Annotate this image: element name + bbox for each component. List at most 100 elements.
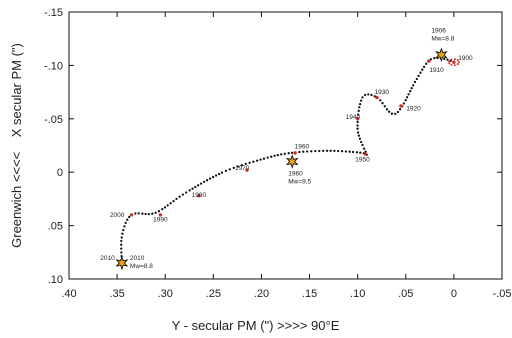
path-dot [355, 151, 359, 154]
path-dot [357, 134, 361, 137]
path-dot [398, 108, 402, 111]
path-dot [228, 168, 231, 171]
earthquake-star-1906 [435, 47, 448, 62]
path-dot [120, 243, 123, 246]
path-dot [390, 112, 394, 115]
path-dot [208, 177, 212, 180]
path-dot [266, 156, 269, 159]
earthquake-label-1906: 1906 [431, 28, 446, 35]
x-tick-label: -.05 [493, 288, 512, 300]
plot-frame [68, 11, 503, 280]
x-tick-label: .35 [109, 288, 124, 300]
earthquake-label-1960: Mw=9.5 [288, 179, 311, 186]
path-dot [166, 204, 169, 207]
path-dot [298, 150, 301, 154]
year-marker-1910 [427, 59, 431, 63]
path-dot [357, 109, 360, 113]
path-dot [358, 102, 362, 106]
year-marker-1940 [355, 117, 360, 121]
path-dot [276, 153, 280, 157]
year-label-1950: 1950 [355, 157, 370, 164]
year-label-2000: 2000 [110, 212, 125, 219]
path-dot [273, 154, 276, 157]
year-marker-1930 [375, 95, 379, 100]
year-marker-2000 [129, 213, 134, 217]
path-dot-1900-loop [457, 61, 460, 64]
path-dot-1900-loop [453, 58, 456, 61]
path-dot [362, 147, 366, 150]
path-dot [422, 65, 426, 69]
x-tick-label: .20 [254, 288, 269, 300]
path-dot [157, 210, 161, 213]
path-dot [175, 197, 178, 201]
path-dot [259, 158, 262, 161]
path-dot [252, 160, 255, 163]
year-label-1900: 1900 [458, 55, 473, 62]
path-dot [363, 93, 367, 97]
path-dot [137, 212, 140, 215]
path-dot [151, 212, 154, 215]
path-dot [446, 58, 449, 61]
path-dot [402, 102, 406, 105]
path-dot [314, 149, 317, 153]
path-dot [359, 99, 363, 102]
year-marker-1970 [245, 168, 249, 172]
path-dot-1900-loop [453, 64, 456, 67]
path-dot [270, 155, 273, 158]
path-dot [178, 195, 181, 198]
y-tick-label: -.15 [44, 7, 63, 19]
path-dot [361, 143, 364, 147]
path-dot [419, 71, 422, 74]
path-dot [405, 96, 409, 99]
year-marker-1900 [452, 60, 456, 64]
path-dot [348, 150, 351, 153]
path-dot [370, 93, 373, 97]
path-dot [359, 151, 362, 154]
path-dot [417, 74, 420, 78]
path-dot [358, 106, 361, 109]
path-dot [120, 236, 123, 239]
path-dot [325, 149, 329, 152]
year-label-1960: 1960 [295, 144, 310, 151]
path-dot [236, 165, 239, 168]
path-dot [357, 113, 360, 116]
pole-path [120, 56, 460, 261]
path-dot [202, 180, 206, 184]
path-dot [205, 179, 209, 182]
earthquake-star-1960 [285, 154, 299, 169]
path-dot [333, 149, 336, 153]
path-dot [120, 239, 123, 243]
path-dot [394, 112, 397, 116]
x-tick-label: .05 [398, 288, 413, 300]
path-dot-1900-loop [456, 63, 459, 66]
path-dot [121, 232, 124, 235]
path-dot [340, 150, 344, 153]
x-tick-label: .40 [61, 288, 76, 300]
path-dot [367, 93, 370, 96]
path-dot-1900-loop [456, 59, 459, 62]
year-label-2010: 2010 [100, 255, 115, 262]
path-dot [232, 166, 235, 170]
year-label-1990: 1990 [153, 216, 168, 223]
path-dot [302, 150, 305, 153]
path-dot [329, 149, 332, 152]
x-tick-label: .10 [350, 288, 365, 300]
path-dot [191, 187, 194, 190]
path-dot [318, 149, 321, 153]
path-dot [163, 206, 167, 209]
earthquake-label-1906: Mw=8.8 [431, 36, 454, 43]
path-dot [194, 185, 197, 189]
path-dot [262, 157, 266, 160]
path-dot [255, 159, 259, 162]
path-dot [356, 127, 359, 130]
path-dot [385, 108, 389, 111]
path-dot [141, 212, 144, 215]
year-label-1980: 1980 [192, 192, 207, 199]
path-dot [344, 150, 348, 153]
path-dot [126, 218, 129, 221]
path-dot [244, 162, 247, 166]
path-dot [306, 150, 309, 153]
path-dot [356, 131, 360, 134]
year-label-1940: 1940 [346, 114, 361, 121]
